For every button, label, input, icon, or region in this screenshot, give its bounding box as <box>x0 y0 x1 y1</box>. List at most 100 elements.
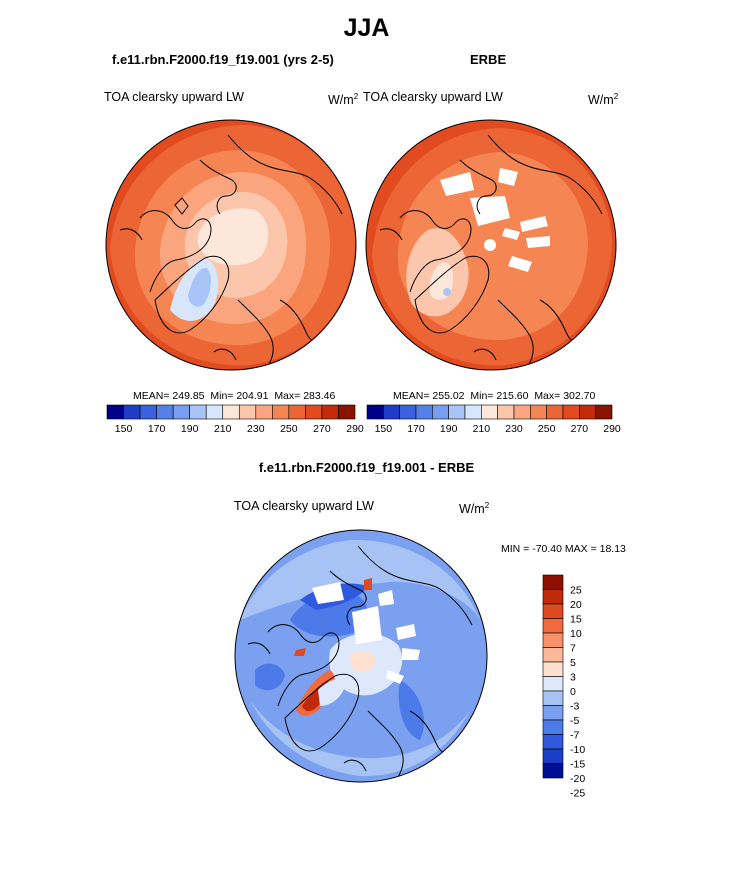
panel3-map <box>234 529 488 783</box>
panel3-colorbar-tick-label: -3 <box>570 701 579 713</box>
panel3-colorbar-tick-label: 3 <box>570 672 576 684</box>
panel1-colorbar-swatch <box>238 404 257 420</box>
panel2-colorbar-swatch <box>513 404 531 420</box>
panel3-colorbar-swatch <box>542 719 564 735</box>
panel1-colorbar-swatch <box>255 404 273 420</box>
panel3-greenland-neutral <box>318 679 346 706</box>
panel2-colorbar-swatch <box>432 404 449 420</box>
panel1-colorbar-swatch <box>321 404 339 420</box>
panel3-field-patch1 <box>240 539 480 620</box>
panel3-colorbar-swatch <box>542 632 564 648</box>
panel3-colorbar-tick-label: 15 <box>570 614 582 626</box>
panel3-field-patch2 <box>250 700 470 777</box>
panel2-units: W/m2 <box>588 92 619 108</box>
panel2-colorbar-swatch <box>366 404 384 420</box>
panel3-colorbar-tick-label: -10 <box>570 744 585 756</box>
panel3-colorbar-tick-label: -5 <box>570 715 579 727</box>
panel1-colorbar-tick-label: 270 <box>313 423 331 435</box>
panel2-heading: ERBE <box>470 52 507 67</box>
panel1-colorbar-tick-label: 170 <box>148 423 166 435</box>
panel1-colorbar-swatch <box>106 404 124 420</box>
panel3-colorbar-tick-label: 7 <box>570 643 576 655</box>
panel1-colorbar-swatch <box>139 404 157 420</box>
panel1-colorbar-tick-label: 210 <box>214 423 232 435</box>
panel3-colorbar-swatch <box>542 763 564 779</box>
panel3-field-patch5 <box>398 680 424 740</box>
panel3-colorbar-tick-label: -20 <box>570 773 585 785</box>
panel1-colorbar-swatch <box>338 404 356 420</box>
panel1-greenland-core <box>188 267 211 307</box>
panel2-colorbar: 150 170 190 210 230 250 270 290 <box>366 404 621 435</box>
panel3-colorbar: 25 20 15 10 7 5 3 0 -3 -5 -7 -10 -15 -20 -25 <box>542 574 585 800</box>
panel2-missing-data <box>440 168 550 272</box>
panel3-colorbar-swatch <box>542 705 564 721</box>
panel3-colorbar-swatch <box>542 647 564 663</box>
panel3-heading: f.e11.rbn.F2000.f19_f19.001 - ERBE <box>258 460 475 475</box>
panel1-colorbar-swatch <box>272 404 290 420</box>
panel3-colorbar-tick-label: 25 <box>570 585 582 597</box>
panel1-map-border <box>105 119 357 371</box>
panel2-colorbar-swatch <box>562 404 580 420</box>
panel1-colorbar-swatch <box>288 404 306 420</box>
panel2-variable: TOA clearsky upward LW <box>363 90 503 104</box>
panel2-colorbar-tick-label: 230 <box>505 423 523 435</box>
panel2-colorbar-swatch <box>530 404 547 420</box>
panel3-colorbar-tick-label: 20 <box>570 599 582 611</box>
panel2-map <box>365 119 617 371</box>
panel3-variable: TOA clearsky upward LW <box>234 499 374 513</box>
panel1-colorbar-tick-label: 190 <box>181 423 199 435</box>
panel1-units: W/m2 <box>328 92 359 108</box>
panel3-colorbar-swatch <box>542 734 564 750</box>
panel3-warm-spot2 <box>364 578 372 590</box>
panel3-colorbar-swatch <box>542 690 564 706</box>
panel3-warm-spot1 <box>294 648 306 656</box>
panel2-colorbar-swatch <box>448 404 466 420</box>
panel3-colorbar-tick-label: 10 <box>570 628 582 640</box>
panel2-map-border <box>365 119 617 371</box>
panel3-colorbar-tick-label: 5 <box>570 657 576 669</box>
panel2-colorbar-swatch <box>415 404 433 420</box>
panel2-colorbar-swatch <box>481 404 498 420</box>
panel3-colorbar-swatch <box>542 748 564 764</box>
panel1-map <box>105 119 357 371</box>
panel2-colorbar-swatch <box>579 404 596 420</box>
panel2-colorbar-tick-label: 210 <box>473 423 491 435</box>
panel1-variable: TOA clearsky upward LW <box>104 90 244 104</box>
panel3-colorbar-swatch <box>542 661 564 677</box>
panel2-colorbar-tick-label: 250 <box>538 423 556 435</box>
panel3-map-border <box>234 529 488 783</box>
panel2-colorbar-swatch <box>383 404 400 420</box>
panel3-colorbar-swatch <box>542 589 564 605</box>
panel3-colorbar-tick-label: -15 <box>570 759 585 771</box>
panel1-colorbar-swatch <box>189 404 207 420</box>
panel2-colorbar-swatch <box>546 404 564 420</box>
panel1-colorbar-swatch <box>205 404 224 420</box>
panel3-colorbar-tick-label: -7 <box>570 730 579 742</box>
panel3-colorbar-swatch <box>542 676 564 692</box>
panel1-colorbar-swatch <box>222 404 240 420</box>
panel3-field-center-warm <box>350 650 376 673</box>
panel3-colorbar-swatch <box>542 618 564 634</box>
panel3-colorbar-tick-label: 0 <box>570 686 576 698</box>
panel2-colorbar-swatch <box>464 404 482 420</box>
panel1-stats: MEAN= 249.85 Min= 204.91 Max= 283.46 <box>133 390 336 402</box>
panel1-colorbar-swatch <box>123 404 141 420</box>
panel2-coastlines <box>379 134 603 367</box>
panel2-stats: MEAN= 255.02 Min= 215.60 Max= 302.70 <box>393 390 596 402</box>
panel3-units: W/m2 <box>459 501 490 517</box>
panel2-colorbar-tick-label: 290 <box>603 423 621 435</box>
panel3-colorbar-swatch <box>542 603 564 619</box>
panel1-colorbar-swatch <box>172 404 190 420</box>
panel1-colorbar-swatch <box>305 404 323 420</box>
panel1-colorbar: 150 170 190 210 230 250 270 290 <box>106 404 364 435</box>
panel3-colorbar-swatch <box>542 574 564 590</box>
panel1-colorbar-tick-label: 230 <box>247 423 265 435</box>
panel3-field-patch6 <box>255 663 285 691</box>
panel1-heading: f.e11.rbn.F2000.f19_f19.001 (yrs 2-5) <box>112 52 334 67</box>
panel3-colorbar-tick-label: -25 <box>570 788 585 800</box>
panel2-colorbar-tick-label: 190 <box>440 423 458 435</box>
figure-title: JJA <box>343 14 390 42</box>
panel2-greenland-min <box>443 288 451 296</box>
